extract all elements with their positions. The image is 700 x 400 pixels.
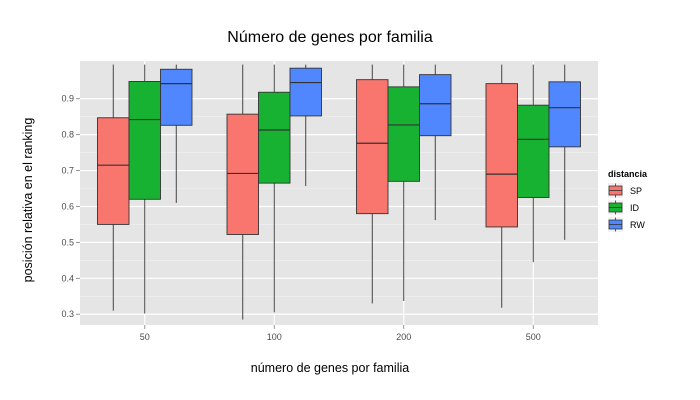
chart-title: Número de genes por familia — [227, 29, 433, 46]
y-tick-label: 0.9 — [61, 94, 74, 104]
legend-label-sp: SP — [630, 186, 642, 196]
box-body — [128, 81, 161, 200]
legend-key-id: ID — [608, 200, 640, 215]
box-rw-100 — [289, 64, 322, 186]
box-body — [517, 104, 550, 198]
box-body — [548, 81, 581, 148]
box-body — [258, 91, 291, 184]
box-sp-50 — [97, 64, 130, 311]
legend-label-rw: RW — [630, 220, 645, 230]
box-body — [387, 86, 420, 182]
box-id-200 — [387, 64, 420, 301]
y-tick-label: 0.3 — [61, 309, 74, 319]
legend-label-id: ID — [630, 203, 640, 213]
legend-key-sp: SP — [608, 183, 642, 198]
y-axis-ticks: 0.3 0.4 0.5 0.6 0.7 0.8 0.9 — [61, 94, 80, 319]
y-tick-label: 0.4 — [61, 273, 74, 283]
box-sp-100 — [226, 64, 259, 320]
x-axis-title: número de genes por familia — [251, 361, 409, 375]
legend-key-rw: RW — [608, 217, 645, 232]
box-id-50 — [128, 64, 161, 314]
y-tick-label: 0.5 — [61, 237, 74, 247]
box-id-500 — [517, 64, 550, 263]
box-body — [485, 83, 518, 228]
box-sp-200 — [356, 64, 389, 304]
x-axis-ticks: 50 100 200 500 — [140, 325, 541, 342]
x-tick-label: 50 — [140, 332, 150, 342]
box-body — [160, 68, 193, 126]
box-body — [97, 117, 130, 225]
box-body — [419, 74, 452, 137]
box-rw-50 — [160, 64, 193, 203]
box-body — [226, 113, 259, 235]
y-tick-label: 0.8 — [61, 130, 74, 140]
box-rw-200 — [419, 64, 452, 221]
x-tick-label: 200 — [396, 332, 411, 342]
legend: distancia SP ID RW — [608, 169, 648, 232]
x-tick-label: 500 — [526, 332, 541, 342]
y-tick-label: 0.6 — [61, 201, 74, 211]
box-series — [97, 64, 581, 320]
legend-title: distancia — [608, 169, 648, 179]
box-id-100 — [258, 64, 291, 313]
y-axis-title: posición relativa en el ranking — [21, 118, 35, 283]
box-rw-500 — [548, 64, 581, 240]
box-body — [289, 67, 322, 117]
x-tick-label: 100 — [267, 332, 282, 342]
box-sp-500 — [485, 64, 518, 308]
y-tick-label: 0.7 — [61, 166, 74, 176]
box-body — [356, 79, 389, 215]
